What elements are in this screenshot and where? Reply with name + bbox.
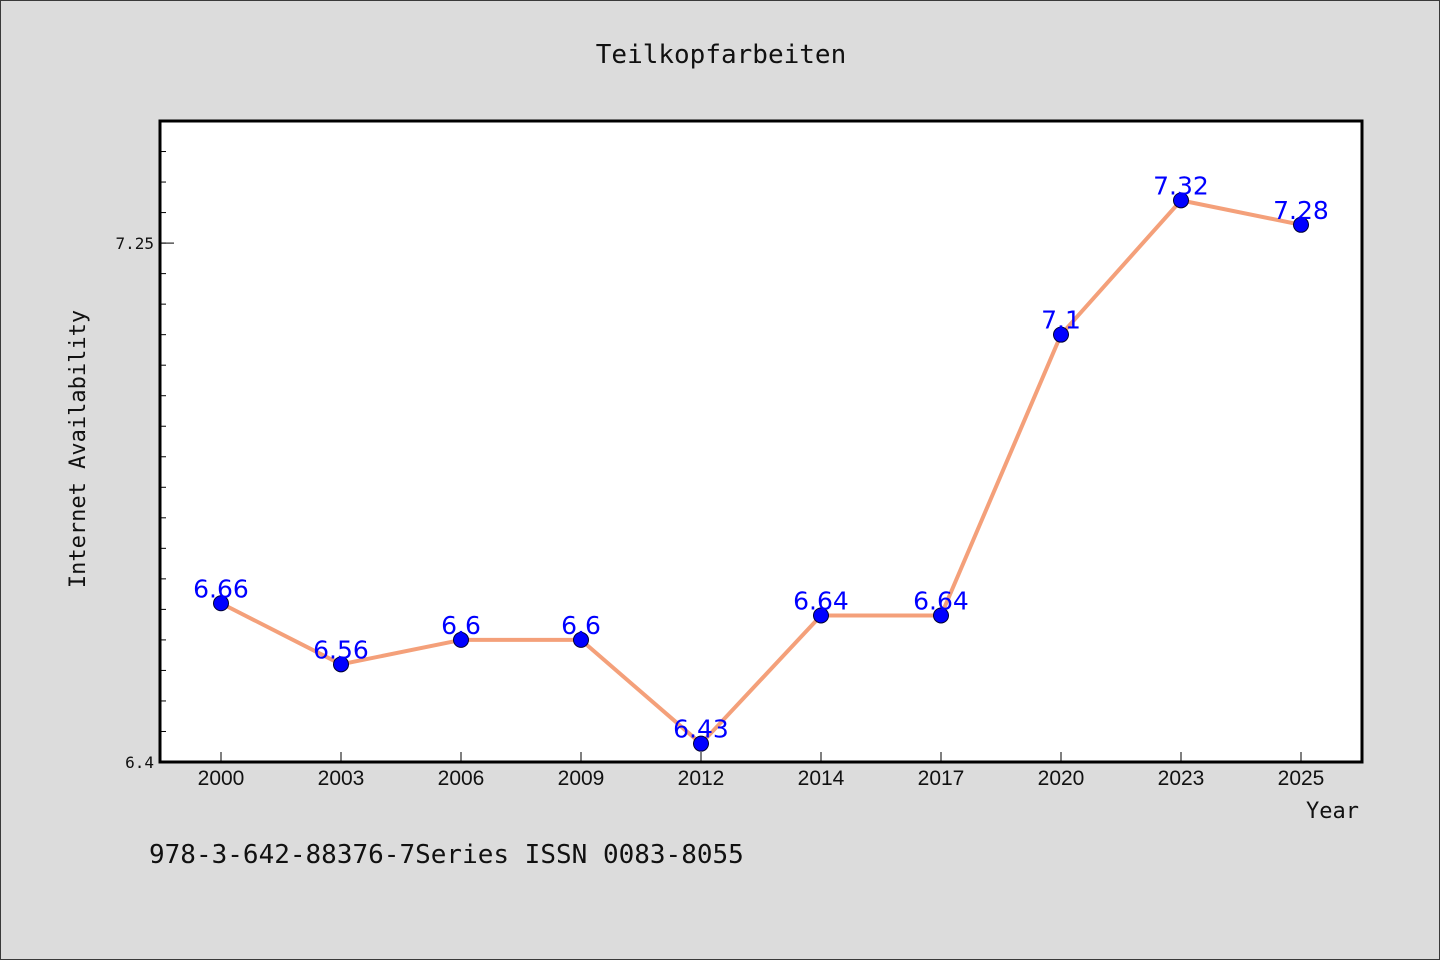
x-tick-label: 2017: [918, 767, 965, 790]
series-line: [220, 198, 1302, 746]
plot-area: [158, 119, 1364, 764]
y-tick-label: 6.4: [125, 753, 154, 772]
data-point-marker: [813, 607, 829, 624]
data-point-marker: [933, 607, 949, 624]
x-tick-label: 2025: [1278, 767, 1325, 790]
x-tick-label: 2020: [1038, 767, 1085, 790]
data-point-label: 6.6: [441, 611, 481, 640]
data-point-marker: [1173, 192, 1189, 209]
y-axis-major-ticks: [160, 242, 174, 763]
data-point-marker: [333, 656, 349, 673]
data-point-label: 6.6: [561, 611, 601, 640]
series-markers: [213, 192, 1309, 752]
y-axis-title: Internet Availability: [66, 310, 91, 588]
x-axis-title: Year: [1306, 799, 1359, 824]
x-axis-tick-labels: 2000 2003 2006 2009 2012 2014 2017 2020 2023 2025: [198, 767, 1325, 790]
data-point-marker: [453, 631, 469, 648]
data-point-label: 6.43: [673, 715, 729, 744]
data-point-marker: [693, 735, 709, 752]
data-point-label: 7.28: [1273, 196, 1329, 225]
data-point-label: 7.1: [1041, 306, 1081, 335]
data-point-label: 6.64: [913, 586, 969, 615]
y-axis-minor-ticks: [160, 151, 166, 732]
x-axis-ticks: [220, 752, 1302, 762]
y-tick-label: 7.25: [115, 234, 154, 253]
data-point-label: 6.56: [313, 635, 369, 664]
x-tick-label: 2009: [558, 767, 605, 790]
x-tick-label: 2006: [438, 767, 485, 790]
chart-title: Teilkopfarbeiten: [596, 40, 846, 70]
footer-isbn-text: 978-3-642-88376-7Series ISSN 0083-8055: [149, 840, 744, 870]
y-axis-tick-labels: 6.4 7.25: [115, 234, 154, 772]
x-tick-label: 2023: [1158, 767, 1205, 790]
data-point-marker: [213, 595, 229, 612]
data-point-marker: [1053, 326, 1069, 343]
data-point-marker: [573, 631, 589, 648]
data-point-label: 7.32: [1153, 171, 1209, 200]
data-labels: 6.66 6.56 6.6 6.6 6.43 6.64 6.64 7.1 7.32 7.28: [193, 171, 1329, 743]
data-point-label: 6.66: [193, 574, 249, 603]
x-tick-label: 2000: [198, 767, 245, 790]
x-tick-label: 2014: [798, 767, 845, 790]
x-tick-label: 2003: [318, 767, 365, 790]
x-tick-label: 2012: [678, 767, 725, 790]
data-point-label: 6.64: [793, 586, 849, 615]
data-point-marker: [1293, 216, 1309, 233]
